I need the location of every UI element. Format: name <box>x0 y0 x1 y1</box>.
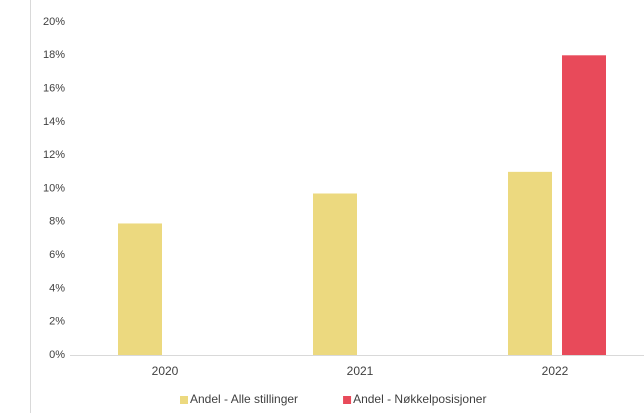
legend-swatch <box>180 396 188 404</box>
x-tick-label: 2020 <box>152 364 179 378</box>
bar <box>313 193 357 355</box>
y-tick-label: 6% <box>49 249 65 261</box>
y-tick-label: 2% <box>49 316 65 328</box>
bar <box>118 223 162 355</box>
x-tick-label: 2022 <box>542 364 569 378</box>
y-tick-label: 20% <box>43 16 65 28</box>
y-tick-label: 4% <box>49 282 65 294</box>
y-tick-label: 16% <box>43 83 65 95</box>
bar <box>562 55 606 356</box>
y-tick-label: 0% <box>49 349 65 361</box>
legend-swatch <box>343 396 352 404</box>
x-tick-label: 2021 <box>347 364 374 378</box>
y-tick-label: 12% <box>43 149 65 161</box>
legend-label: Andel - Alle stillinger <box>190 392 298 406</box>
legend-label: Andel - Nøkkelposisjoner <box>353 392 486 406</box>
y-tick-label: 18% <box>43 49 65 61</box>
y-tick-label: 10% <box>43 182 65 194</box>
y-tick-label: 14% <box>43 116 65 128</box>
bar <box>508 171 552 355</box>
y-tick-label: 8% <box>49 216 65 228</box>
